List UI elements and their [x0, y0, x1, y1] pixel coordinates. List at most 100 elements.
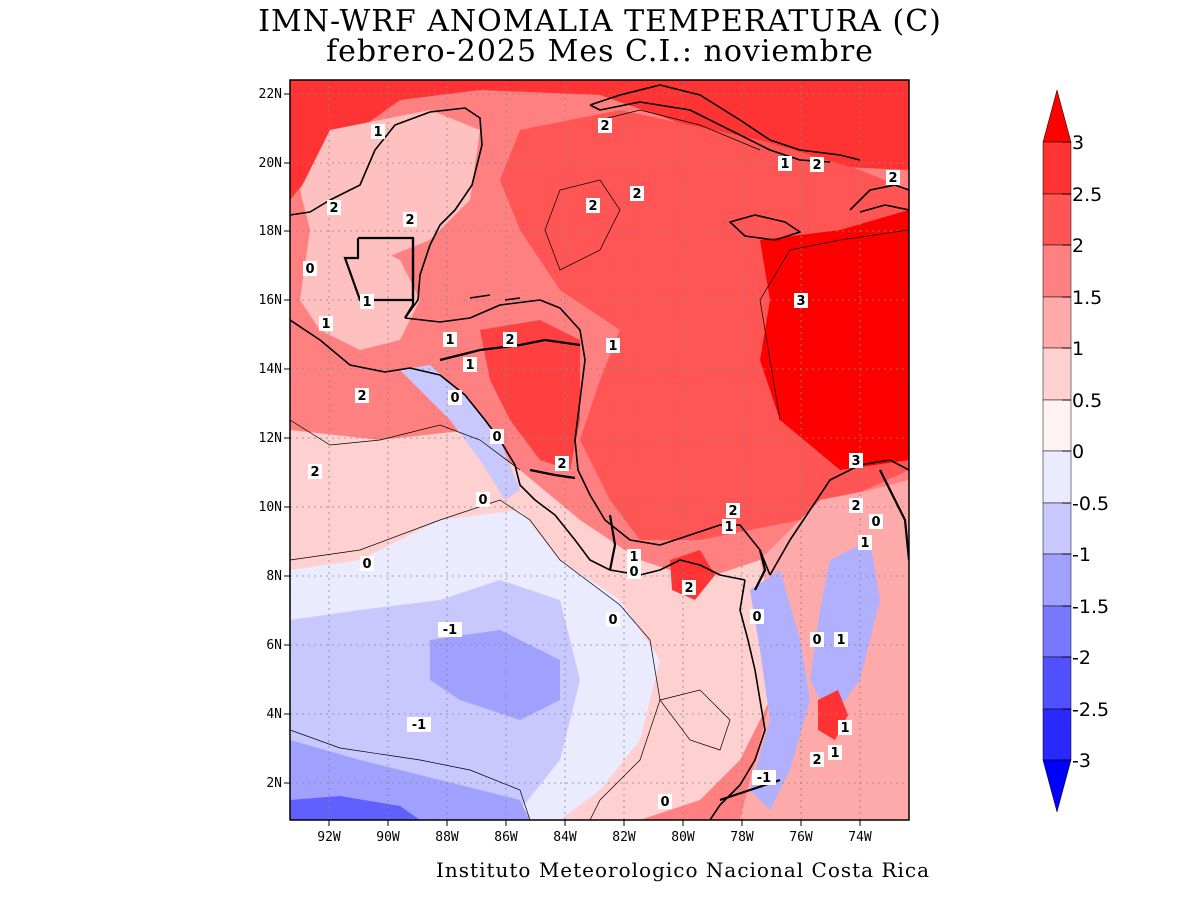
colorbar-label: -1.5 [1072, 596, 1109, 618]
colorbar-swatch [1042, 708, 1072, 761]
colorbar-swatch [1042, 141, 1072, 195]
contour-label: 3 [849, 453, 863, 469]
lon-label: 86W [494, 830, 518, 845]
contour-label: 2 [630, 186, 644, 202]
map-title-line-2: febrero-2025 Mes C.I.: noviembre [326, 34, 874, 69]
svg-text:2: 2 [851, 499, 860, 514]
lon-label: 84W [553, 830, 577, 845]
svg-text:1: 1 [608, 339, 617, 354]
svg-text:2: 2 [632, 187, 641, 202]
colorbar-swatch [1042, 502, 1072, 555]
border-colombia-venezuela [879, 469, 909, 561]
longitude-labels: 92W 90W 88W 86W 84W 82W 80W 78W 76W 74W [317, 830, 872, 845]
contour-label: 2 [598, 118, 612, 134]
contour-label: 2 [503, 332, 517, 348]
lon-label: 88W [435, 830, 459, 845]
svg-text:1: 1 [836, 633, 845, 648]
contour-label: 0 [360, 556, 374, 572]
border-honduras-nicaragua [439, 338, 581, 362]
contour-label: -1 [438, 622, 462, 638]
svg-text:1: 1 [860, 536, 869, 551]
contour-label: 1 [627, 549, 641, 565]
svg-text:2: 2 [310, 465, 319, 480]
coastlines [290, 84, 909, 820]
coast-hispaniola [849, 184, 909, 213]
svg-text:2: 2 [405, 213, 414, 228]
svg-text:0: 0 [450, 391, 459, 406]
svg-text:0: 0 [305, 262, 314, 277]
colorbar-label: 1.5 [1072, 287, 1102, 309]
contour-label: 1 [606, 338, 620, 354]
contour-label: 0 [606, 612, 620, 628]
svg-text:1: 1 [724, 520, 733, 535]
colorbar-label: 0.5 [1072, 390, 1102, 412]
colorbar-label: -1 [1072, 544, 1091, 566]
anomaly-zone-pacific-southwest-deep [290, 796, 420, 820]
contour-label: 0 [658, 794, 672, 810]
svg-text:2: 2 [812, 158, 821, 173]
svg-text:3: 3 [796, 294, 805, 309]
colorbar-label: -2.5 [1072, 699, 1109, 721]
svg-text:1: 1 [362, 295, 371, 310]
colorbar-swatch [1042, 347, 1072, 401]
svg-text:1: 1 [629, 550, 638, 565]
contour-label: 1 [838, 720, 852, 736]
lat-label: 10N [259, 500, 282, 515]
lon-label: 82W [612, 830, 636, 845]
colorbar-swatch [1042, 450, 1072, 504]
lat-label: 12N [259, 431, 282, 446]
contour-label: -1 [407, 717, 431, 733]
border-guatemala-belize [404, 238, 415, 319]
anomaly-zone-andes-cold-east [810, 540, 880, 720]
contour-label: 0 [750, 609, 764, 625]
colorbar-label: 2 [1072, 235, 1084, 257]
contour-label: 1 [834, 632, 848, 648]
svg-text:1: 1 [830, 746, 839, 761]
anomaly-zone-yucatan [300, 110, 480, 260]
svg-text:-1: -1 [443, 623, 457, 638]
contour-label: 2 [586, 198, 600, 214]
colorbar-swatch [1042, 553, 1072, 607]
svg-text:0: 0 [660, 795, 669, 810]
svg-text:2: 2 [600, 119, 609, 134]
colorbar-label: 0 [1072, 441, 1084, 463]
political-borders [343, 236, 909, 802]
colorbar-labels: 3 2.5 2 1.5 1 0.5 0 -0.5 -1 -1.5 -2 -2.5… [1072, 132, 1109, 772]
coast-south-america-caribbean [769, 459, 909, 576]
contour-label: 1 [828, 745, 842, 761]
colorbar-upper-arrow [1042, 89, 1072, 143]
lat-label: 20N [259, 156, 282, 171]
coast-islas-bahia [469, 294, 521, 301]
contour-label: 2 [355, 388, 369, 404]
contour-label: 2 [726, 503, 740, 519]
contour-label: 1 [371, 124, 385, 140]
lat-label: 16N [259, 293, 282, 308]
contour-label: 1 [858, 535, 872, 551]
colorbar-label: 1 [1072, 338, 1084, 360]
svg-text:-1: -1 [412, 718, 426, 733]
anomaly-zone-panama-warm [670, 550, 715, 600]
svg-text:0: 0 [629, 565, 638, 580]
contour-label: 2 [810, 157, 824, 173]
lat-label: 22N [259, 87, 282, 102]
contour-label: 2 [555, 456, 569, 472]
svg-text:0: 0 [492, 430, 501, 445]
contour-label: 1 [778, 156, 792, 172]
lon-label: 90W [376, 830, 400, 845]
contour-label: 1 [443, 332, 457, 348]
colorbar-lower-arrow [1042, 759, 1072, 813]
svg-text:1: 1 [321, 317, 330, 332]
coast-cuba [589, 84, 861, 161]
svg-text:2: 2 [588, 199, 597, 214]
lat-label: 4N [266, 707, 282, 722]
colorbar-tick-marks [1062, 141, 1071, 761]
svg-text:2: 2 [728, 504, 737, 519]
contour-label: 0 [303, 261, 317, 277]
contour-label: 3 [794, 293, 808, 309]
svg-text:0: 0 [362, 557, 371, 572]
colorbar-swatch [1042, 605, 1072, 658]
contour-label: 0 [810, 632, 824, 648]
svg-text:1: 1 [780, 157, 789, 172]
contour-label: 2 [886, 170, 900, 186]
